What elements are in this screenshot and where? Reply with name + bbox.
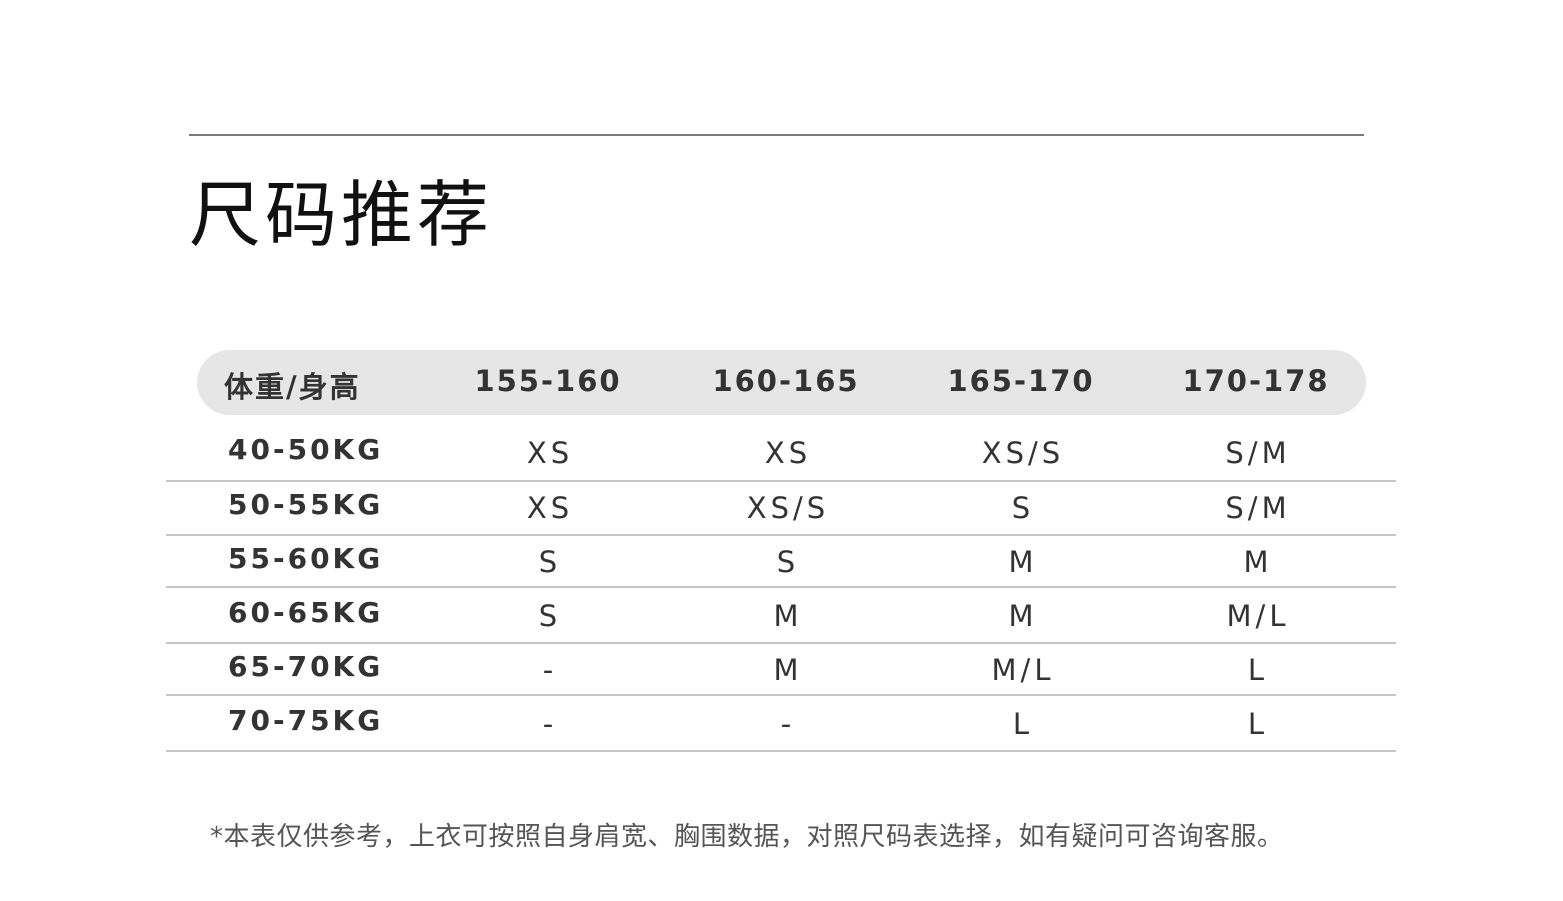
size-cell: M bbox=[773, 599, 803, 633]
size-cell: M bbox=[1008, 545, 1038, 579]
size-cell: M bbox=[1243, 545, 1273, 579]
row-label: 40-50KG bbox=[228, 433, 384, 466]
size-cell: S/M bbox=[1225, 436, 1291, 470]
size-cell: S bbox=[1011, 491, 1035, 525]
size-cell: XS bbox=[526, 491, 574, 525]
size-cell: M/L bbox=[1226, 599, 1290, 633]
footnote: *本表仅供参考，上衣可按照自身肩宽、胸围数据，对照尺码表选择，如有疑问可咨询客服… bbox=[210, 822, 1284, 852]
size-cell: L bbox=[1247, 653, 1269, 687]
size-cell: XS bbox=[764, 436, 812, 470]
row-divider bbox=[166, 480, 1396, 482]
size-cell: L bbox=[1247, 707, 1269, 741]
row-divider bbox=[166, 694, 1396, 696]
row-label: 70-75KG bbox=[228, 704, 384, 737]
column-header: 155-160 bbox=[474, 364, 622, 398]
corner-header: 体重/身高 bbox=[224, 370, 361, 404]
column-header: 160-165 bbox=[712, 364, 860, 398]
size-cell: - bbox=[780, 707, 796, 741]
row-divider bbox=[166, 750, 1396, 752]
size-cell: S bbox=[538, 599, 562, 633]
column-header: 165-170 bbox=[947, 364, 1095, 398]
page-title: 尺码推荐 bbox=[189, 173, 494, 257]
row-label: 65-70KG bbox=[228, 650, 384, 683]
size-cell: S bbox=[776, 545, 800, 579]
size-cell: L bbox=[1012, 707, 1034, 741]
size-cell: - bbox=[542, 707, 558, 741]
size-cell: XS/S bbox=[746, 491, 830, 525]
row-label: 50-55KG bbox=[228, 488, 384, 521]
size-cell: M bbox=[773, 653, 803, 687]
table-header bbox=[197, 350, 1366, 415]
size-cell: M bbox=[1008, 599, 1038, 633]
row-label: 60-65KG bbox=[228, 596, 384, 629]
size-cell: - bbox=[542, 653, 558, 687]
top-divider bbox=[189, 134, 1364, 136]
row-label: 55-60KG bbox=[228, 542, 384, 575]
row-divider bbox=[166, 534, 1396, 536]
size-cell: S/M bbox=[1225, 491, 1291, 525]
column-header: 170-178 bbox=[1182, 364, 1330, 398]
size-cell: M/L bbox=[991, 653, 1055, 687]
row-divider bbox=[166, 586, 1396, 588]
size-cell: XS/S bbox=[981, 436, 1065, 470]
size-cell: XS bbox=[526, 436, 574, 470]
size-cell: S bbox=[538, 545, 562, 579]
row-divider bbox=[166, 642, 1396, 644]
